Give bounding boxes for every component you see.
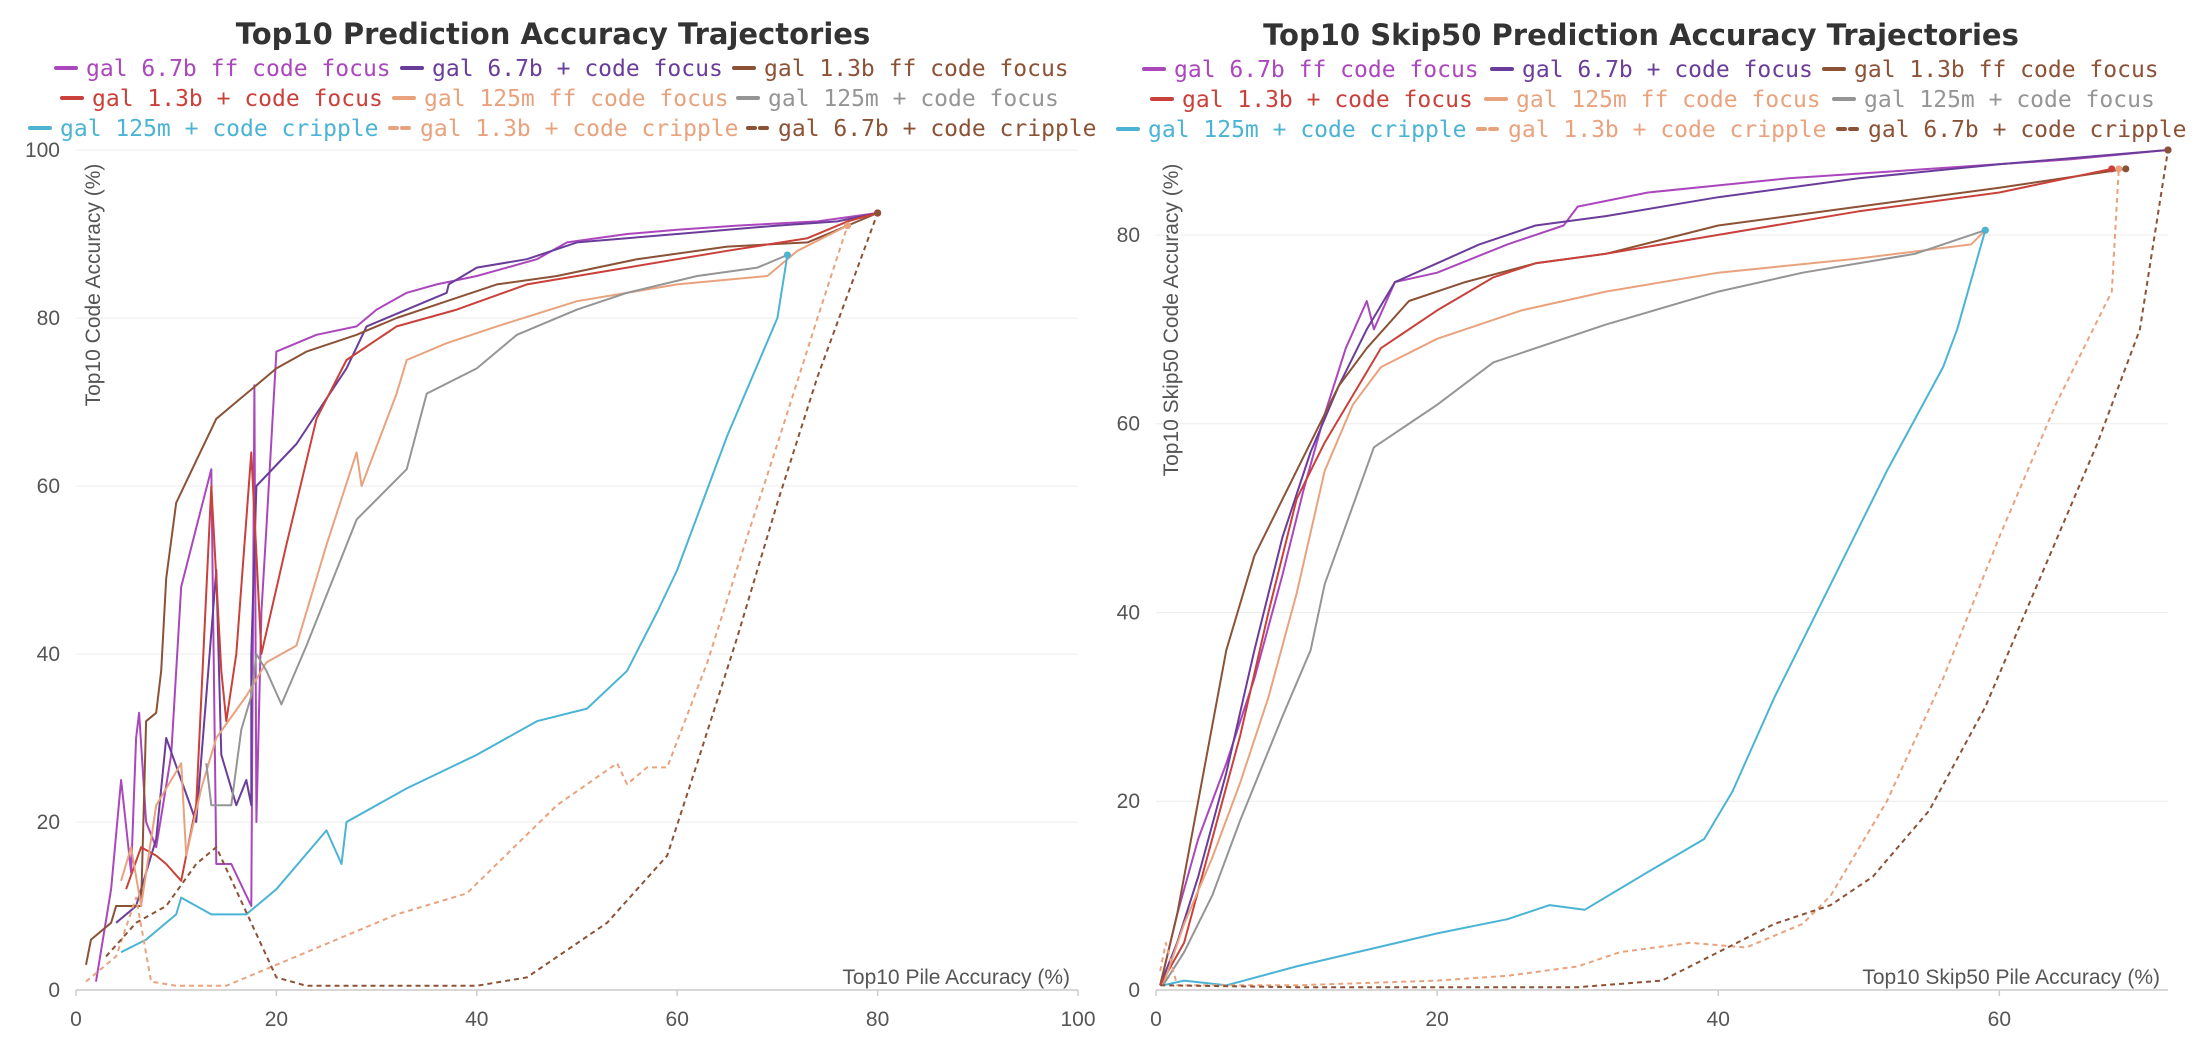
series-line-gal-1-3b-ff-code-focus (85, 212, 878, 965)
x-axis-label: Top10 Skip50 Pile Accuracy (%) (1862, 966, 2160, 989)
x-tick-label: 0 (70, 1008, 82, 1031)
series-line-gal-6-7b-ff-code-focus (1159, 149, 2169, 986)
y-tick-label: 0 (1128, 979, 1140, 1002)
series-endpoint-gal-1-3b-ff-code-focus (2122, 165, 2130, 173)
y-tick-label: 80 (1117, 224, 1140, 247)
y-tick-label: 20 (1117, 790, 1140, 813)
legend-label: gal 125m ff code focus (1516, 87, 1821, 113)
x-tick-label: 40 (465, 1008, 488, 1031)
y-axis-label: Top10 Code Accuracy (%) (82, 164, 105, 407)
series-line-gal-125m-ff-code-focus (120, 224, 848, 907)
series-line-gal-1-3b-code-cripple (1159, 168, 2120, 987)
series-endpoint-gal-1-3b-code-focus (2108, 165, 2116, 173)
series-line-gal-6-7b-code-cripple (1160, 149, 2169, 989)
chart-panel-left: Top10 Prediction Accuracy Trajectories 0 2… (25, 17, 1097, 1031)
legend-label: gal 125m + code cripple (1148, 117, 1467, 143)
series-endpoint-gal-125m-code-cripple (1981, 226, 1989, 234)
series-endpoint-gal-6-7b-code-cripple (2164, 146, 2172, 154)
series-line-gal-125m-code-cripple (120, 254, 789, 954)
legend-label: gal 6.7b + code focus (1522, 57, 1813, 83)
legend-label: gal 6.7b + code cripple (1868, 117, 2187, 143)
x-tick-label: 80 (866, 1008, 889, 1031)
legend-label: gal 1.3b ff code focus (764, 56, 1069, 82)
series-line-gal-1-3b-code-focus (1159, 167, 2113, 986)
x-tick-label: 0 (1150, 1008, 1162, 1031)
legend-label: gal 6.7b + code focus (432, 56, 723, 82)
x-tick-label: 60 (1988, 1008, 2011, 1031)
series-line-gal-1-3b-code-focus (125, 212, 878, 890)
x-tick-label: 20 (265, 1008, 288, 1031)
x-tick-label: 60 (666, 1008, 689, 1031)
y-tick-label: 40 (37, 643, 60, 666)
legend-label: gal 125m + code focus (768, 86, 1059, 112)
legend-label: gal 1.3b + code focus (92, 86, 383, 112)
y-tick-label: 0 (48, 979, 60, 1002)
y-tick-label: 100 (25, 139, 60, 162)
legend-label: gal 1.3b ff code focus (1854, 57, 2159, 83)
series-line-gal-125m-code-focus (205, 254, 788, 807)
series-endpoint-gal-1-3b-code-cripple (844, 222, 852, 230)
series-line-gal-125m-code-cripple (1162, 229, 1987, 987)
series-line-gal-6-7b-code-focus (115, 212, 878, 924)
legend-label: gal 125m + code focus (1864, 87, 2155, 113)
y-tick-label: 80 (37, 307, 60, 330)
legend-label: gal 1.3b + code cripple (420, 116, 739, 142)
series-line-gal-125m-code-focus (1162, 229, 1986, 986)
x-axis-label: Top10 Pile Accuracy (%) (842, 966, 1070, 989)
y-tick-label: 60 (37, 475, 60, 498)
legend-label: gal 6.7b ff code focus (86, 56, 391, 82)
series-line-gal-1-3b-ff-code-focus (1159, 167, 2126, 986)
legend-label: gal 1.3b + code focus (1182, 87, 1473, 113)
series-line-gal-1-3b-code-cripple (85, 225, 849, 987)
series-line-gal-125m-ff-code-focus (1162, 229, 1987, 986)
series-endpoint-gal-1-3b-code-cripple (2115, 165, 2123, 173)
legend-label: gal 125m ff code focus (424, 86, 729, 112)
x-tick-label: 40 (1707, 1008, 1730, 1031)
chart-title: Top10 Skip50 Prediction Accuracy Traject… (1263, 18, 2019, 52)
y-tick-label: 40 (1117, 601, 1140, 624)
legend-label: gal 1.3b + code cripple (1508, 117, 1827, 143)
series-line-gal-6-7b-code-focus (1159, 149, 2169, 986)
series-endpoint-gal-6-7b-code-cripple (874, 209, 882, 217)
x-tick-label: 20 (1425, 1008, 1448, 1031)
chart-title: Top10 Prediction Accuracy Trajectories (236, 17, 870, 51)
legend-label: gal 125m + code cripple (60, 116, 379, 142)
y-tick-label: 20 (37, 811, 60, 834)
legend-label: gal 6.7b ff code focus (1174, 57, 1479, 83)
series-endpoint-gal-125m-code-cripple (783, 251, 791, 259)
legend-label: gal 6.7b + code cripple (778, 116, 1097, 142)
x-tick-label: 100 (1060, 1008, 1095, 1031)
chart-panel-right: Top10 Skip50 Prediction Accuracy Traject… (1116, 18, 2187, 1031)
y-axis-label: Top10 Skip50 Code Accuracy (%) (1160, 164, 1183, 477)
y-tick-label: 60 (1117, 413, 1140, 436)
